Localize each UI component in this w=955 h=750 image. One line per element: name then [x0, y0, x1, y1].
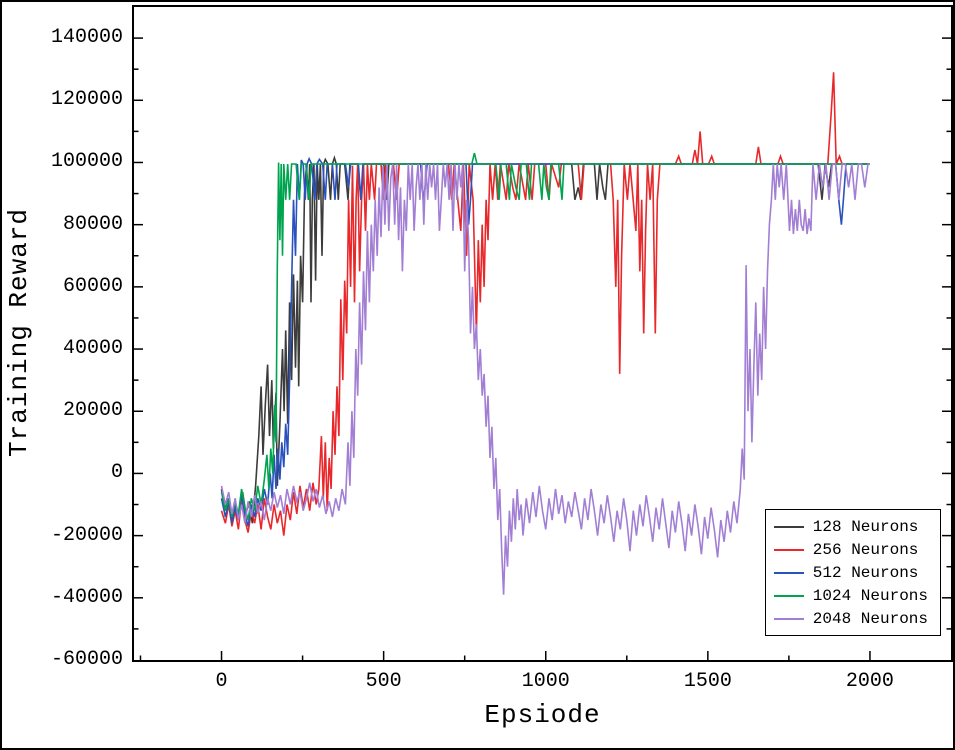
series-line-128-neurons [220, 155, 870, 524]
plot-canvas [134, 37, 951, 660]
x-tick-label: 1000 [521, 670, 570, 693]
legend: 128 Neurons 256 Neurons 512 Neurons 1024 Ne… [764, 509, 941, 636]
legend-label: 128 Neurons [812, 517, 919, 536]
y-tick-label: 40000 [62, 337, 123, 361]
y-tick-label: 120000 [50, 88, 123, 112]
series-line-256-neurons [220, 72, 870, 536]
y-tick-label: 60000 [62, 274, 123, 298]
y-tick-label: -20000 [50, 523, 123, 547]
y-tick-label: 140000 [50, 26, 123, 50]
plot-area: 128 Neurons 256 Neurons 512 Neurons 1024 Ne… [132, 5, 953, 662]
x-axis-title: Epsiode [484, 700, 601, 730]
series-line-512-neurons [220, 156, 870, 527]
series-line-2048-neurons [220, 163, 870, 595]
y-tick-label: 80000 [62, 212, 123, 236]
x-tick-label: 2000 [845, 670, 894, 693]
legend-line-swatch [773, 617, 804, 620]
y-tick-label: 100000 [50, 150, 123, 174]
legend-line-swatch [773, 525, 804, 528]
y-tick-label: 20000 [62, 399, 123, 423]
y-tick-label: 0 [110, 461, 123, 485]
legend-item: 512 Neurons [773, 561, 928, 584]
series-line-1024-neurons [220, 152, 870, 521]
legend-item: 1024 Neurons [773, 584, 928, 607]
legend-label: 1024 Neurons [812, 586, 928, 605]
legend-item: 2048 Neurons [773, 607, 928, 630]
legend-line-swatch [773, 548, 804, 551]
x-tick-label: 1500 [683, 670, 732, 693]
legend-line-swatch [773, 594, 804, 597]
legend-item: 128 Neurons [773, 515, 928, 538]
y-tick-label: -40000 [50, 585, 123, 609]
legend-label: 512 Neurons [812, 563, 919, 582]
x-tick-label: 0 [215, 670, 228, 693]
x-tick-label: 500 [365, 670, 402, 693]
y-tick-label: -60000 [50, 648, 123, 671]
legend-label: 256 Neurons [812, 540, 919, 559]
legend-label: 2048 Neurons [812, 609, 928, 628]
legend-item: 256 Neurons [773, 538, 928, 561]
legend-line-swatch [773, 571, 804, 574]
